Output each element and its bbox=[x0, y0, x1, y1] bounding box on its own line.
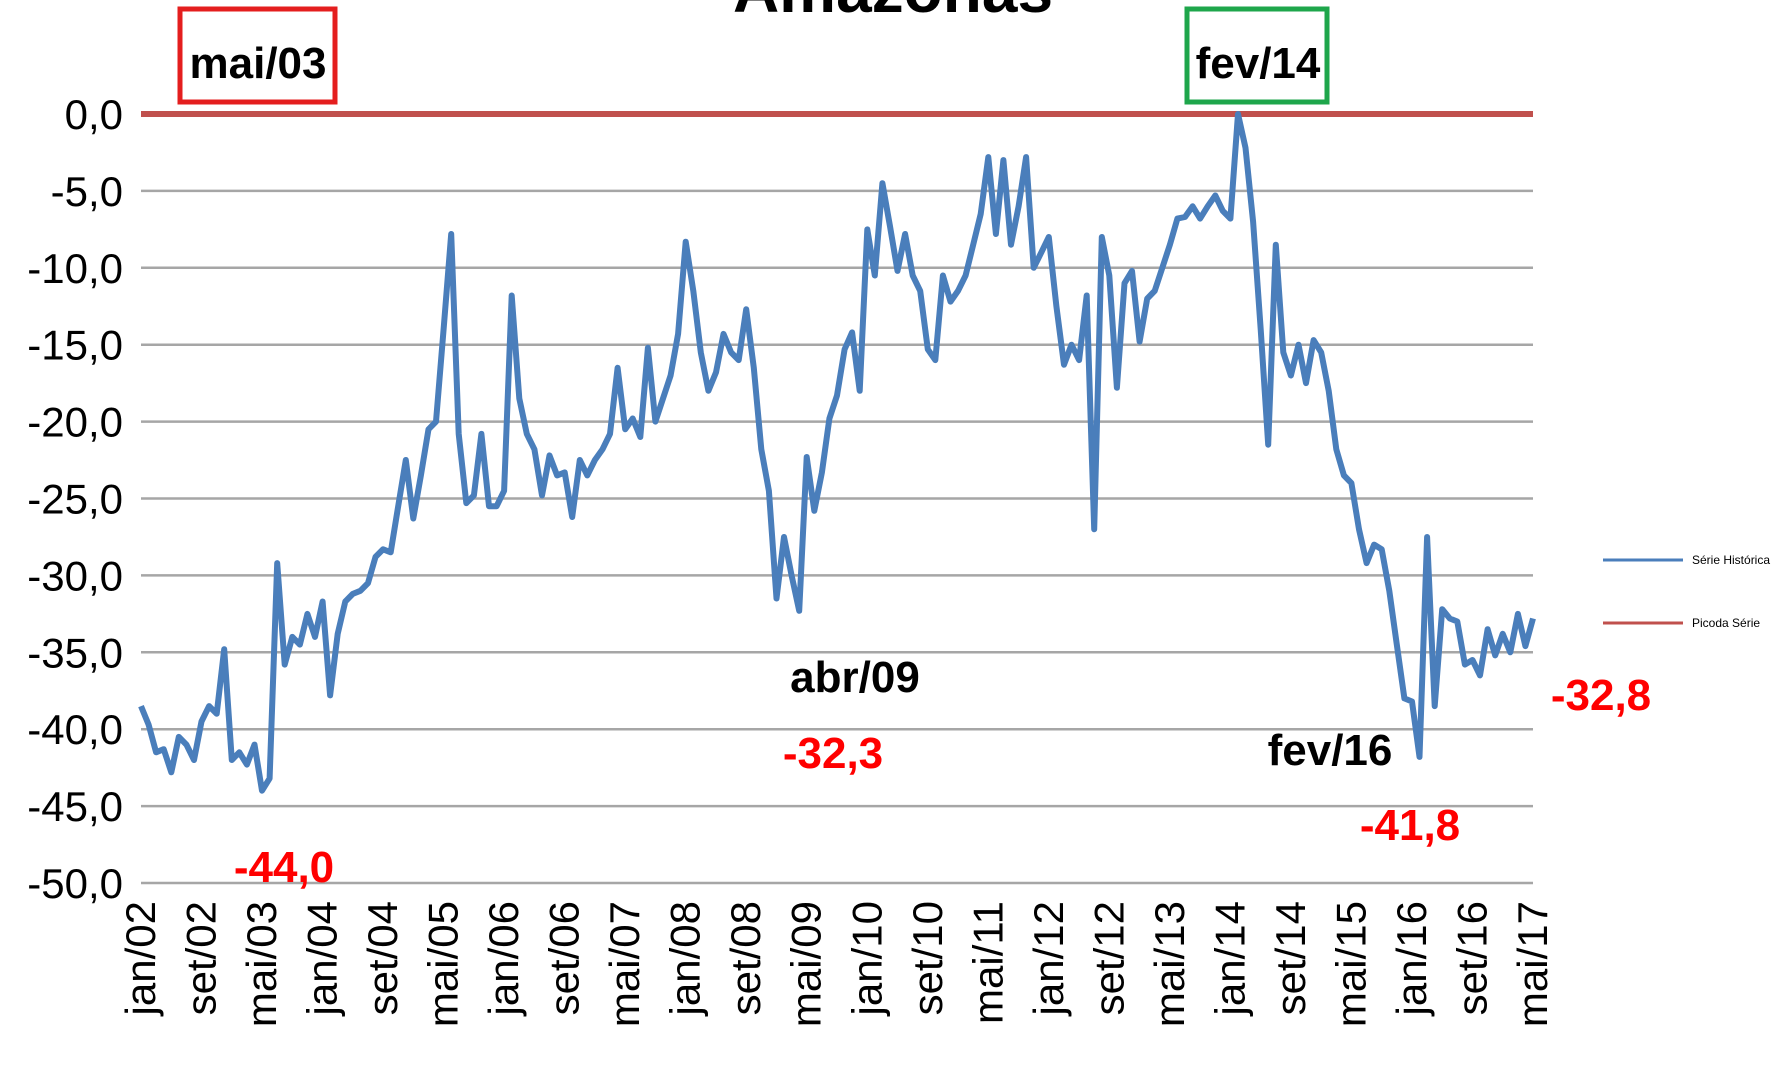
x-tick-label: set/02 bbox=[178, 901, 225, 1015]
y-tick-label: -5,0 bbox=[51, 168, 123, 215]
annotation-box bbox=[1184, 6, 1330, 105]
x-tick-label: mai/09 bbox=[783, 901, 830, 1027]
x-tick-label: jan/04 bbox=[299, 901, 346, 1017]
x-tick-label: set/16 bbox=[1448, 901, 1495, 1015]
x-tick-label: set/14 bbox=[1267, 901, 1314, 1015]
x-tick-label: set/04 bbox=[359, 901, 406, 1015]
annotation: abr/09 bbox=[790, 653, 920, 702]
annotation: mai/03 bbox=[190, 39, 327, 88]
x-tick-label: mai/07 bbox=[601, 901, 648, 1027]
y-tick-label: -45,0 bbox=[27, 783, 123, 830]
x-tick-label: mai/13 bbox=[1146, 901, 1193, 1027]
x-tick-label: mai/11 bbox=[964, 901, 1011, 1024]
chart-title: Amazonas bbox=[733, 0, 1053, 26]
y-tick-label: -20,0 bbox=[27, 399, 123, 446]
x-tick-label: set/12 bbox=[1085, 901, 1132, 1015]
x-tick-label: jan/16 bbox=[1388, 901, 1435, 1017]
legend-label: Picoda Série bbox=[1692, 616, 1760, 630]
x-tick-label: jan/02 bbox=[117, 901, 164, 1017]
x-tick-label: mai/03 bbox=[238, 901, 285, 1027]
y-tick-label: -50,0 bbox=[27, 860, 123, 907]
annotation: fev/16 bbox=[1268, 726, 1393, 775]
annotation: -32,3 bbox=[783, 729, 883, 778]
y-tick-label: -30,0 bbox=[27, 552, 123, 599]
y-tick-label: -35,0 bbox=[27, 629, 123, 676]
x-tick-label: set/06 bbox=[541, 901, 588, 1015]
legend-label: Série Histórica bbox=[1692, 553, 1770, 567]
annotation: -32,8 bbox=[1551, 671, 1651, 720]
y-tick-label: 0,0 bbox=[65, 91, 123, 138]
x-tick-label: jan/10 bbox=[843, 901, 890, 1017]
x-tick-label: set/10 bbox=[904, 901, 951, 1015]
series-line bbox=[138, 111, 1536, 794]
annotation: -41,8 bbox=[1360, 801, 1460, 850]
x-tick-label: mai/05 bbox=[420, 901, 467, 1027]
x-tick-label: jan/06 bbox=[480, 901, 527, 1017]
x-tick-label: jan/12 bbox=[1025, 901, 1072, 1017]
annotation: fev/14 bbox=[1196, 39, 1321, 88]
y-tick-label: -10,0 bbox=[27, 245, 123, 292]
annotation-box bbox=[177, 6, 338, 105]
x-tick-label: jan/08 bbox=[662, 901, 709, 1017]
annotation: -44,0 bbox=[234, 843, 334, 892]
x-tick-label: mai/17 bbox=[1509, 901, 1556, 1027]
y-tick-label: -15,0 bbox=[27, 322, 123, 369]
y-tick-label: -25,0 bbox=[27, 476, 123, 523]
x-tick-label: set/08 bbox=[722, 901, 769, 1015]
y-tick-label: -40,0 bbox=[27, 706, 123, 753]
x-tick-label: mai/15 bbox=[1327, 901, 1374, 1027]
x-tick-label: jan/14 bbox=[1206, 901, 1253, 1017]
